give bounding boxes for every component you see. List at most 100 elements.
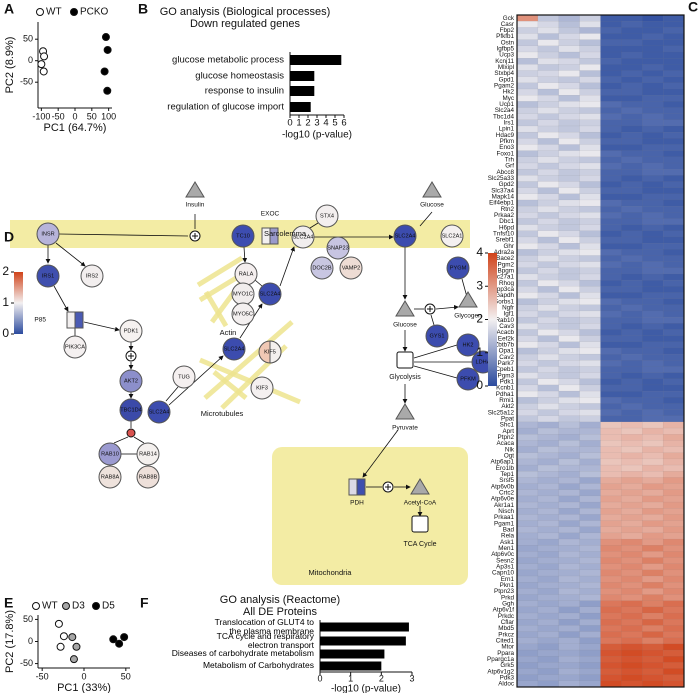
heatmap-cell [662, 600, 685, 608]
heatmap-cell [537, 298, 560, 306]
heatmap-cell [642, 440, 664, 448]
heatmap-cell [516, 39, 539, 47]
heatmap-cell [579, 187, 601, 195]
heatmap-cell [642, 64, 664, 71]
heatmap-cell [537, 323, 560, 330]
heatmap-cell [662, 619, 685, 626]
heatmap-cell [579, 680, 601, 688]
row-label: Acacb [496, 329, 514, 336]
heatmap-cell [579, 212, 601, 219]
y-tick-label: 0 [28, 636, 33, 646]
compartment-label: Sarcolemma [264, 229, 307, 238]
row-label: Grf [505, 163, 514, 170]
protein-label: PFKM [460, 376, 476, 382]
heatmap-cell [600, 242, 622, 250]
heatmap-cell [516, 427, 539, 435]
heatmap-cell [600, 70, 622, 78]
heatmap-cell [516, 168, 539, 176]
heatmap-cell [621, 452, 643, 460]
heatmap-cell [621, 508, 643, 515]
heatmap-cell [537, 58, 560, 65]
heatmap-cell [537, 440, 560, 448]
heatmap-cell [516, 304, 539, 312]
heatmap-cell [558, 545, 581, 552]
heatmap-cell [642, 619, 664, 626]
heatmap-cell [642, 680, 664, 688]
row-label: Nlk [505, 446, 515, 453]
point [37, 60, 46, 69]
heatmap-cell [537, 205, 560, 213]
heatmap-cell [516, 181, 539, 189]
heatmap-cell [516, 612, 539, 620]
row-label: Cav2 [499, 354, 514, 361]
heatmap-cell [558, 514, 581, 521]
heatmap-cell [579, 421, 601, 429]
row-label: Ggh [502, 600, 514, 607]
heatmap-cell [537, 304, 560, 312]
heatmap-cell [516, 273, 539, 281]
heatmap-cell [600, 366, 622, 374]
heatmap-cell [558, 187, 581, 195]
metabolite [395, 403, 415, 420]
x-tick-label: 0 [81, 671, 86, 681]
heatmap-cell [516, 255, 539, 263]
heatmap-cell [558, 236, 581, 244]
heatmap-cell [558, 464, 581, 472]
heatmap-cell [662, 162, 685, 170]
heatmap-cell [558, 205, 581, 213]
heatmap-cell [642, 384, 664, 392]
heatmap-cell [579, 162, 601, 170]
heatmap-cell [600, 45, 622, 53]
heatmap-cell [600, 230, 622, 238]
heatmap-cell [600, 341, 622, 349]
heatmap-cell [662, 156, 685, 164]
heatmap-cell [621, 329, 643, 337]
heatmap-cell [600, 569, 622, 577]
heatmap-cell [600, 261, 622, 269]
heatmap-cell [642, 452, 664, 460]
heatmap-cell [579, 366, 601, 374]
heatmap-cell [600, 39, 622, 47]
heatmap-cell [516, 551, 539, 558]
heatmap-cell [537, 335, 560, 343]
protein-label: IRS2 [86, 273, 98, 279]
protein-label: GYS1 [430, 333, 445, 339]
heatmap-cell [662, 360, 685, 367]
row-label: Atp6v0e [491, 496, 515, 503]
heatmap-cell [516, 643, 539, 651]
heatmap-cell [537, 526, 560, 534]
heatmap-cell [642, 390, 664, 398]
heatmap-cell [621, 156, 643, 164]
heatmap-cell [516, 187, 539, 195]
heatmap-cell [516, 64, 539, 71]
heatmap-cell [621, 674, 643, 682]
heatmap-cell [558, 310, 581, 318]
bar [320, 661, 382, 671]
heatmap-cell [621, 249, 643, 256]
edge [461, 278, 468, 298]
row-label: Acaca [496, 440, 514, 447]
heatmap-cell [662, 501, 685, 509]
legend-label: WT [42, 601, 58, 612]
heatmap-cell [516, 649, 539, 657]
heatmap-cell [642, 483, 664, 491]
heatmap-cell [621, 224, 643, 232]
heatmap-cell [537, 649, 560, 657]
heatmap-cell [537, 45, 560, 53]
heatmap-cell [621, 662, 643, 669]
heatmap-cell [558, 526, 581, 534]
heatmap-cell [516, 249, 539, 256]
heatmap-cell [621, 88, 643, 96]
heatmap-cell [579, 119, 601, 127]
row-label: Tnfsf10 [493, 231, 514, 238]
heatmap-cell [537, 261, 560, 269]
heatmap-cell [516, 526, 539, 534]
heatmap-cell [662, 434, 685, 441]
heatmap-cell [621, 643, 643, 651]
heatmap-cell [516, 286, 539, 293]
metabolite [458, 291, 478, 308]
heatmap-cell [537, 82, 560, 90]
heatmap-cell [621, 187, 643, 195]
heatmap-cell [642, 267, 664, 275]
protein [36, 222, 60, 246]
